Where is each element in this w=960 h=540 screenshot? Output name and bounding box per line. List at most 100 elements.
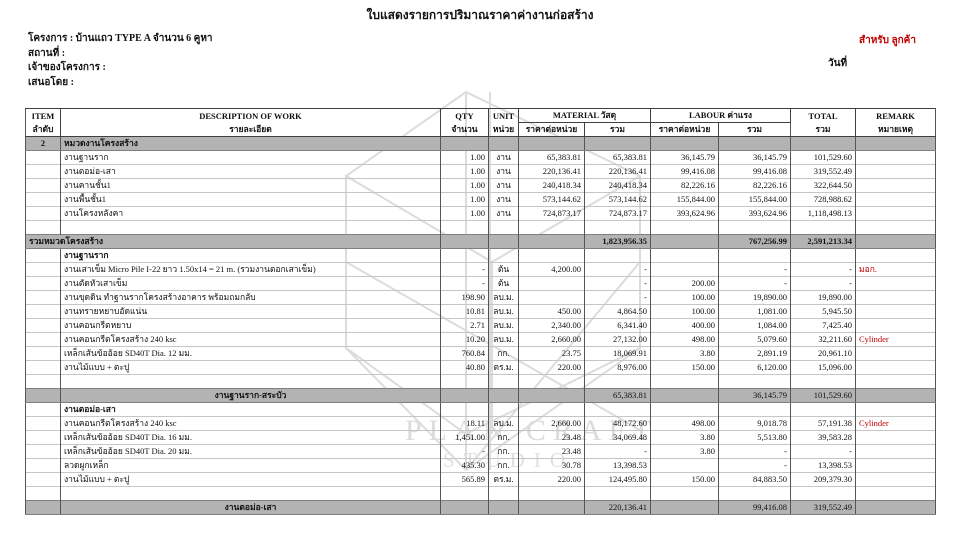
cell-labour-sum: [718, 402, 791, 417]
cell-item: [25, 430, 61, 445]
cell-material-unit-price: [518, 136, 585, 151]
cell-unit: [488, 220, 519, 235]
cell-total: [790, 220, 856, 235]
owner-line: เจ้าของโครงการ :: [28, 62, 106, 73]
cell-description: งานคอนกรีตหยาบ: [60, 318, 441, 333]
cell-labour-sum: 5,079.60: [718, 332, 791, 347]
cell-item: [25, 402, 61, 417]
cell-description: เหล็กเส้นข้ออ้อย SD40T Dia. 12 มม.: [60, 346, 441, 361]
cell-unit: งาน: [488, 164, 519, 179]
cell-material-sum: 18,069.91: [583, 346, 651, 361]
cell-qty: [440, 486, 489, 501]
cell-total: 319,552.49: [790, 500, 856, 515]
cell-material-unit-price: 23.75: [518, 346, 585, 361]
cell-total: 20,961.10: [790, 346, 856, 361]
cell-qty: -: [440, 444, 489, 459]
header-labour-sum: รวม: [718, 122, 792, 137]
cell-description: เหล็กเส้นข้ออ้อย SD40T Dia. 16 มม.: [60, 430, 441, 445]
cell-item: [25, 290, 61, 305]
cell-total: -: [790, 262, 856, 277]
cell-qty: 18.11: [440, 416, 489, 431]
cell-qty: 1,451.00: [440, 430, 489, 445]
cell-description: งานฐานราก: [60, 248, 441, 263]
cell-labour-unit-price: [650, 248, 719, 263]
cell-labour-unit-price: 3.80: [650, 346, 719, 361]
cell-remark: [855, 430, 937, 445]
cell-material-unit-price: [518, 486, 585, 501]
cell-labour-unit-price: [650, 262, 719, 277]
cell-labour-unit-price: 99,416.08: [650, 164, 719, 179]
table-row: เหล็กเส้นข้ออ้อย SD40T Dia. 12 มม. 760.84…: [25, 346, 937, 361]
cell-qty: [440, 402, 489, 417]
cell-item: [25, 388, 61, 403]
cell-material-sum: 240,418.34: [583, 178, 651, 193]
cell-description: งานตอม่อ-เสา: [60, 164, 441, 179]
cell-labour-sum: 9,018.78: [718, 416, 791, 431]
cell-item: [25, 262, 61, 277]
cell-material-sum: [583, 220, 651, 235]
cell-material-unit-price: 220.00: [518, 472, 585, 487]
cell-unit: ลบ.ม.: [488, 318, 519, 333]
cell-qty: 1.00: [440, 178, 489, 193]
cell-material-sum: 6,341.40: [583, 318, 651, 333]
cell-total: 2,591,213.34: [790, 234, 856, 249]
cell-remark: [855, 402, 937, 417]
table-row: เหล็กเส้นข้ออ้อย SD40T Dia. 16 มม. 1,451.…: [25, 430, 937, 445]
cell-unit: [488, 486, 519, 501]
cell-qty: [440, 136, 489, 151]
table-row: งานทรายหยาบอัดแน่น 10.81 ลบ.ม. 450.00 4,864.…: [25, 304, 937, 319]
cell-total: 15,096.00: [790, 360, 856, 375]
cell-material-unit-price: 450.00: [518, 304, 585, 319]
proposed-by-line: เสนอโดย :: [28, 76, 74, 88]
cell-item: [25, 178, 61, 193]
cell-unit: ตร.ม.: [488, 360, 519, 375]
cell-remark: [855, 444, 937, 459]
cell-labour-sum: [718, 136, 791, 151]
table-row: งานเสาเข็ม Micro Pile I-22 ยาว 1.50x14 =…: [25, 262, 937, 277]
cell-material-unit-price: [518, 374, 585, 389]
cell-total: 101,529.60: [790, 150, 856, 165]
cell-labour-sum: 19,890.00: [718, 290, 791, 305]
cell-material-sum: -: [583, 290, 651, 305]
cell-description: [60, 486, 441, 501]
cell-labour-unit-price: [650, 234, 719, 249]
table-row: งานคอนกรีตโครงสร้าง 240 ksc 18.11 ลบ.ม. 2,6…: [25, 416, 937, 431]
cell-remark: [855, 486, 937, 501]
cell-remark: Cylinder: [855, 332, 937, 347]
cell-material-sum: 48,172.60: [583, 416, 651, 431]
table-row: งานตอม่อ-เสา: [25, 402, 937, 417]
cell-material-unit-price: 220,136.41: [518, 164, 585, 179]
cell-description: งานเสาเข็ม Micro Pile I-22 ยาว 1.50x14 =…: [60, 262, 441, 277]
page-title: ใบแสดงรายการปริมาณราคาค่างานก่อสร้าง: [366, 8, 594, 22]
cell-description: [60, 220, 441, 235]
cell-qty: 2.71: [440, 318, 489, 333]
cell-item: [25, 150, 61, 165]
cell-material-sum: 8,976.00: [583, 360, 651, 375]
cell-labour-sum: [718, 374, 791, 389]
for-customer-label: สำหรับ ลูกค้า: [858, 35, 916, 46]
cell-labour-unit-price: 3.80: [650, 430, 719, 445]
table-row: งานคอนกรีตหยาบ 2.71 ลบ.ม. 2,340.00 6,341.40 4…: [25, 318, 937, 333]
cell-item: [25, 374, 61, 389]
cell-unit: กก.: [488, 346, 519, 361]
cell-material-unit-price: [518, 500, 585, 515]
cell-material-unit-price: 220.00: [518, 360, 585, 375]
cell-total: 19,890.00: [790, 290, 856, 305]
cell-material-sum: 220,136.41: [583, 164, 651, 179]
cell-labour-unit-price: 498.00: [650, 332, 719, 347]
header-total: TOTAL รวม: [790, 108, 857, 137]
cell-unit: งาน: [488, 206, 519, 221]
cell-unit: [488, 500, 519, 515]
table-row: งานฐานราก-สระบัว 65,383.81 36,145.79 101,52…: [25, 388, 937, 403]
cell-qty: [440, 374, 489, 389]
cell-description: [60, 374, 441, 389]
cell-total: 39,583.28: [790, 430, 856, 445]
cell-total: 101,529.60: [790, 388, 856, 403]
cell-material-unit-price: 2,340.00: [518, 318, 585, 333]
cell-description: งานโครงหลังคา: [60, 206, 441, 221]
cell-material-sum: 65,383.81: [583, 388, 651, 403]
cell-labour-unit-price: 400.00: [650, 318, 719, 333]
cell-material-sum: 724,873.17: [583, 206, 651, 221]
cell-total: 5,945.50: [790, 304, 856, 319]
cell-description: งานตอม่อ-เสา: [60, 402, 441, 417]
